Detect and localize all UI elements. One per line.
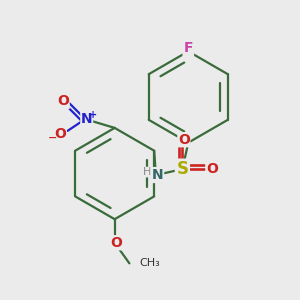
Text: N: N — [152, 168, 163, 182]
Text: O: O — [54, 127, 66, 141]
Text: −: − — [48, 133, 58, 143]
Text: CH₃: CH₃ — [140, 258, 160, 268]
Text: S: S — [176, 160, 188, 178]
Text: F: F — [184, 41, 193, 56]
Text: O: O — [110, 236, 122, 250]
Text: N: N — [81, 112, 92, 126]
Text: +: + — [88, 110, 97, 120]
Text: O: O — [57, 94, 69, 108]
Text: O: O — [206, 162, 218, 176]
Text: H: H — [143, 167, 152, 177]
Text: O: O — [178, 133, 190, 147]
